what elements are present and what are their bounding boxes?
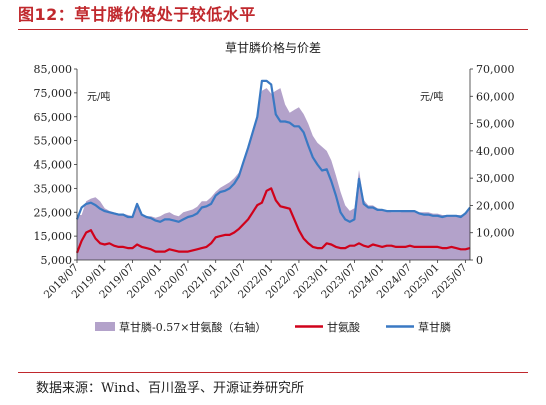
chart-title: 草甘膦价格与价差 xyxy=(225,40,321,55)
y-right-tick-label: 20,000 xyxy=(476,199,515,212)
series-line-glyphosate xyxy=(75,79,471,223)
y-right-tick-label: 30,000 xyxy=(476,172,515,185)
y-left-tick-label: 15,000 xyxy=(34,230,73,243)
footer-rule xyxy=(18,372,528,373)
legend-label: 草甘膦 xyxy=(418,321,451,334)
title-rule xyxy=(18,29,528,30)
y-left-tick-label: 85,000 xyxy=(34,63,73,76)
legend: 草甘膦-0.57×甘氨酸（右轴） 甘氨酸 草甘膦 xyxy=(95,320,451,334)
y-left-tick-label: 75,000 xyxy=(34,87,73,100)
y-right-tick-label: 0 xyxy=(476,254,483,267)
y-right-unit: 元/吨 xyxy=(420,90,443,103)
y-left-tick-label: 25,000 xyxy=(34,206,73,219)
source-note: 数据来源：Wind、百川盈孚、开源证券研究所 xyxy=(36,381,304,396)
y-right-tick-label: 70,000 xyxy=(476,63,515,76)
y-left-tick-label: 5,000 xyxy=(41,254,73,267)
y-right-tick-label: 60,000 xyxy=(476,90,515,103)
y-left-unit: 元/吨 xyxy=(87,90,110,103)
chart-svg: 草甘膦价格与价差 5,000 15,000 25,000 35,000 45,000 55… xyxy=(34,40,515,334)
y-right-tick-label: 40,000 xyxy=(476,145,515,158)
legend-label: 甘氨酸 xyxy=(327,320,360,334)
series-area-spread xyxy=(77,88,470,260)
series-line-glycine xyxy=(75,187,471,254)
legend-item-glycine: 甘氨酸 xyxy=(295,320,360,334)
y-left-tick-label: 35,000 xyxy=(34,182,73,195)
plot-area xyxy=(75,79,471,260)
y-right-tick-label: 50,000 xyxy=(476,118,515,131)
y-right-tick-label: 10,000 xyxy=(476,227,515,240)
legend-item-glyphosate: 草甘膦 xyxy=(386,321,451,334)
y-left-tick-label: 45,000 xyxy=(34,159,73,172)
legend-label: 草甘膦-0.57×甘氨酸（右轴） xyxy=(119,320,266,334)
legend-item-spread: 草甘膦-0.57×甘氨酸（右轴） xyxy=(95,320,266,334)
legend-swatch xyxy=(95,322,115,331)
y-left-tick-label: 65,000 xyxy=(34,111,73,124)
figure-title: 图12：草甘膦价格处于较低水平 xyxy=(18,5,256,24)
y-left-tick-label: 55,000 xyxy=(34,135,73,148)
